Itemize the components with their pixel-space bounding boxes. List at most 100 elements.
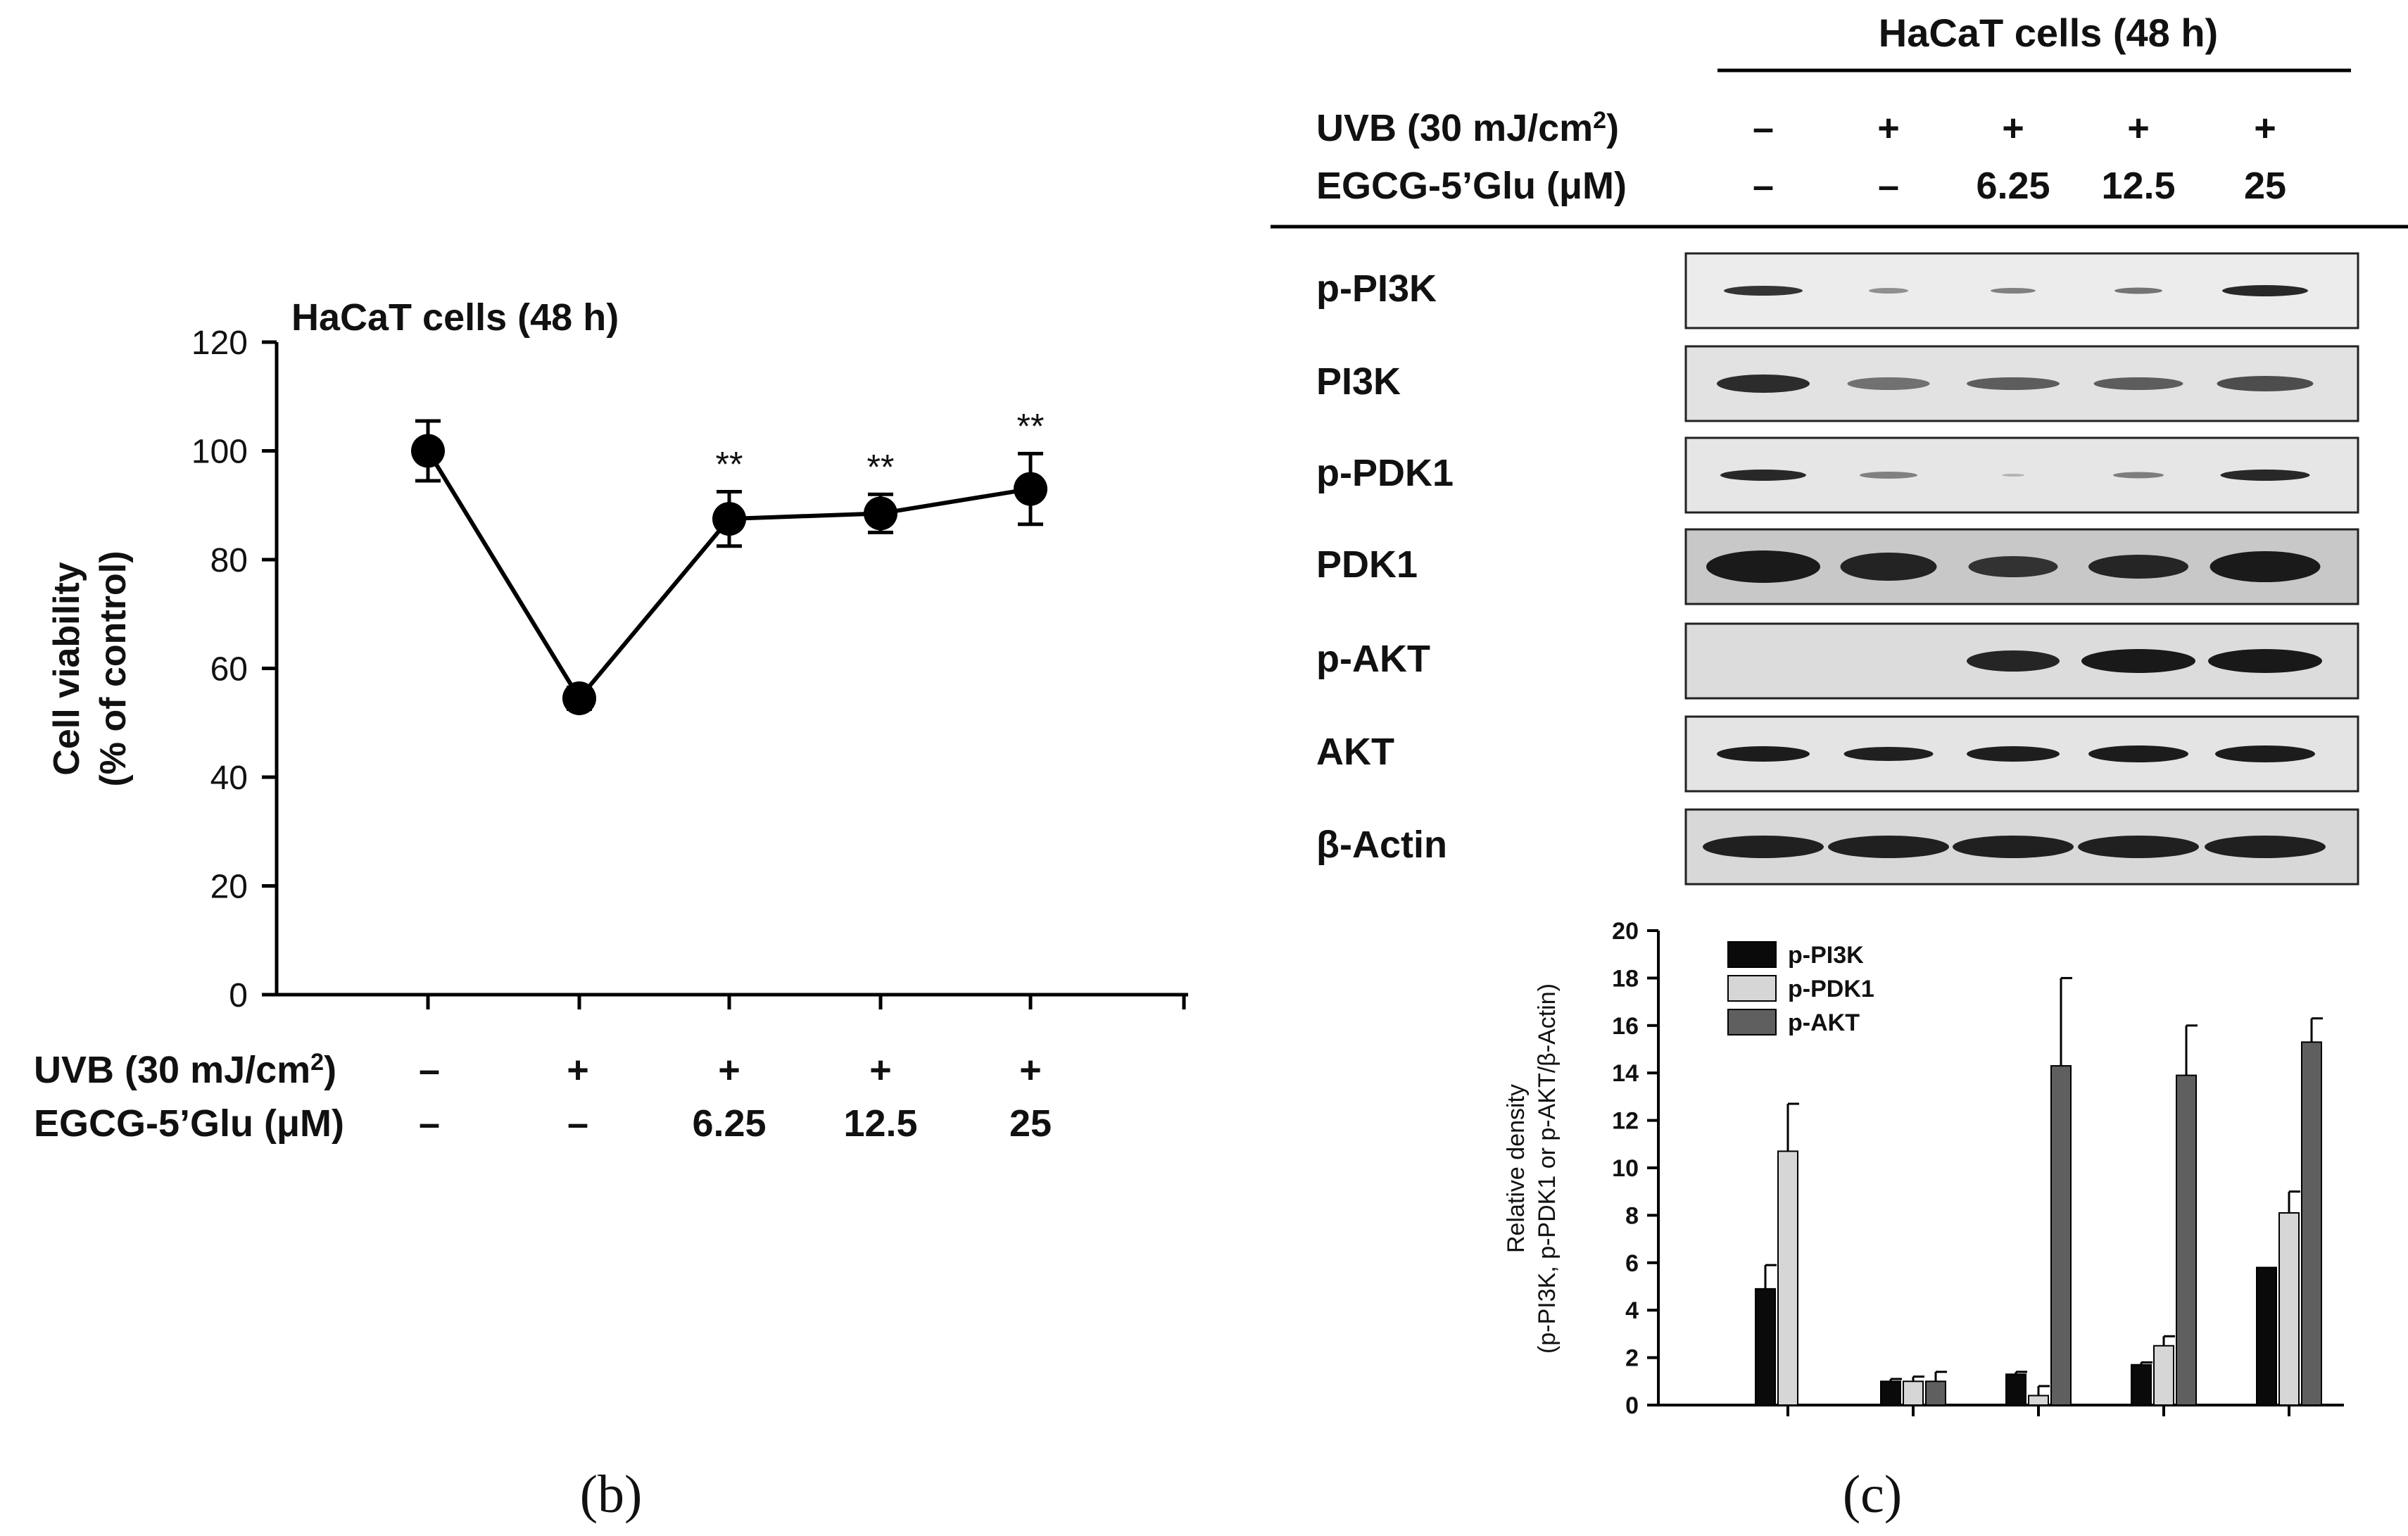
viability-uvb-label: UVB (30 mJ/cm2) [34, 1049, 336, 1091]
blot-protein-label: PDK1 [1316, 543, 1418, 586]
western-blot-panel: HaCaT cells (48 h) UVB (30 mJ/cm2) EGCG-… [1271, 11, 2408, 886]
blot-band [1967, 746, 2060, 762]
blot-band [2210, 551, 2321, 582]
viability-point [1014, 472, 1047, 506]
density-legend-swatch [1727, 1009, 1777, 1035]
viability-egcg-value: – [567, 1102, 588, 1145]
blot-rows: p-PI3K PI3K p-PDK1 PDK1 p-AKT AKT β-Actin [1316, 252, 2359, 886]
viability-y-label: Cell viability (% of control) [46, 550, 134, 786]
viability-uvb-value: + [1019, 1049, 1042, 1091]
density-legend: p-PI3K p-PDK1 p-AKT [1727, 941, 1874, 1036]
blot-band [1724, 286, 1803, 296]
viability-points: ** ** ** [411, 406, 1047, 715]
viability-y-tick-label: 120 [191, 325, 248, 362]
blot-egcg-label: EGCG-5’Glu (μM) [1316, 165, 1627, 207]
blot-band [2002, 474, 2024, 477]
density-bar [2005, 1373, 2026, 1406]
viability-uvb-value: – [419, 1049, 440, 1091]
blot-band [1717, 746, 1810, 762]
density-y-tick-label: 16 [1612, 1013, 1639, 1040]
density-x-ticks [1786, 1405, 2290, 1416]
blot-row: p-PI3K [1316, 252, 2359, 329]
density-legend-swatch [1727, 975, 1777, 1002]
blot-band [2220, 470, 2310, 481]
density-legend-swatch [1727, 941, 1777, 968]
viability-point [712, 502, 746, 536]
density-y-axis: 0 2 4 6 8 10 12 14 16 18 20 [1612, 918, 1660, 1419]
viability-point [411, 434, 445, 468]
blot-protein-label: p-PI3K [1316, 267, 1437, 310]
blot-row: β-Actin [1316, 808, 2359, 886]
density-bar [2131, 1364, 2152, 1406]
viability-uvb-value: + [869, 1049, 892, 1091]
blot-band [1847, 377, 1930, 390]
blot-band [2113, 472, 2164, 479]
density-chart: 0 2 4 6 8 10 12 14 16 18 20 Relative density (p-PI… [1503, 918, 2344, 1419]
density-bar [1925, 1380, 1946, 1406]
density-legend-label: p-AKT [1788, 1009, 1860, 1036]
viability-y-tick-label: 20 [210, 869, 248, 906]
blot-egcg-value: 12.5 [2101, 165, 2175, 207]
blot-band [1968, 556, 2058, 577]
blot-band [2081, 649, 2195, 673]
blot-band [2222, 285, 2308, 296]
blot-band [2215, 745, 2315, 762]
density-y-tick-label: 6 [1625, 1250, 1639, 1277]
density-legend-label: p-PI3K [1788, 942, 1864, 969]
blot-band [2205, 836, 2326, 858]
significance-marker: ** [867, 447, 895, 486]
density-y-tick-label: 12 [1612, 1108, 1639, 1135]
blot-uvb-value: + [1877, 107, 1900, 149]
density-bar [2301, 1041, 2322, 1406]
blot-row: p-AKT [1316, 622, 2359, 700]
density-bar [2028, 1395, 2049, 1406]
blot-row: AKT [1316, 715, 2359, 793]
viability-point [562, 681, 596, 715]
panel-label-c: (c) [1843, 1465, 1902, 1524]
blot-band [2208, 649, 2322, 673]
viability-egcg-value: 25 [1009, 1102, 1052, 1145]
blot-band [1717, 374, 1810, 393]
viability-chart: 0 20 40 60 80 100 120 HaCaT cells (48 h) Cell … [46, 296, 1188, 1014]
density-y-tick-label: 20 [1612, 918, 1639, 945]
viability-y-tick-label: 40 [210, 760, 248, 797]
blot-uvb-value: + [2002, 107, 2024, 149]
density-y-tick-label: 18 [1612, 965, 1639, 992]
density-bar [2153, 1345, 2174, 1406]
viability-treatment-table: UVB (30 mJ/cm2) EGCG-5’Glu (μM) – + + + + – –… [34, 1049, 1052, 1145]
viability-y-label-line2: (% of control) [93, 550, 134, 786]
density-y-label-line2: (p-PI3K, p-PDK1 or p-AKT/β-Actin) [1534, 983, 1561, 1354]
blot-band [1991, 288, 2036, 294]
viability-point [864, 496, 897, 531]
blot-band [1703, 836, 1824, 858]
blot-uvb-value: + [2127, 107, 2150, 149]
significance-marker: ** [1017, 406, 1045, 446]
blot-header: HaCaT cells (48 h) [1879, 11, 2218, 55]
blot-band [2078, 836, 2199, 858]
viability-y-tick-label: 80 [210, 542, 248, 579]
blot-band [1869, 288, 1908, 294]
blot-band [1967, 650, 2060, 672]
blot-row: p-PDK1 [1316, 436, 2359, 514]
blot-protein-label: β-Actin [1316, 824, 1447, 866]
viability-egcg-label: EGCG-5’Glu (μM) [34, 1102, 344, 1145]
blot-protein-label: p-PDK1 [1316, 452, 1454, 494]
blot-band [2088, 745, 2188, 762]
blot-protein-label: p-AKT [1316, 638, 1430, 680]
significance-marker: ** [716, 444, 743, 484]
density-bar [1755, 1288, 1776, 1406]
density-y-tick-label: 10 [1612, 1155, 1639, 1182]
density-bar [2176, 1074, 2197, 1406]
density-bar [2278, 1212, 2300, 1406]
viability-y-label-line1: Cell viability [46, 562, 87, 776]
density-legend-label: p-PDK1 [1788, 976, 1874, 1002]
blot-egcg-value: – [1878, 165, 1899, 207]
blot-band [2217, 376, 2314, 391]
density-y-tick-label: 2 [1625, 1345, 1639, 1372]
density-bars [1755, 976, 2323, 1406]
blot-row: PDK1 [1316, 528, 2359, 605]
blot-band [1860, 472, 1917, 479]
viability-y-tick-label: 0 [229, 977, 248, 1014]
blot-uvb-label: UVB (30 mJ/cm2) [1316, 107, 1619, 149]
